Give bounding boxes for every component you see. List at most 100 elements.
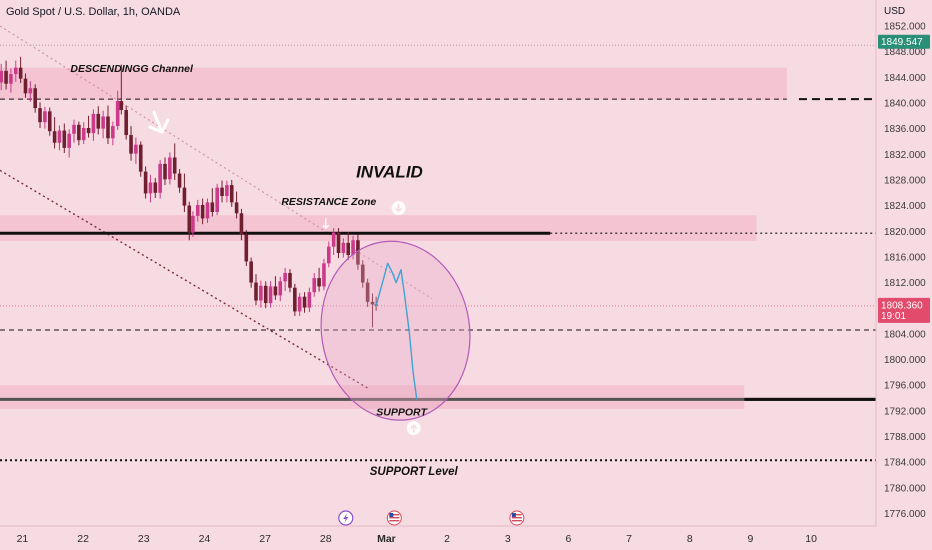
candle-body [191,215,195,233]
channel-upper [0,25,433,300]
candle-body [18,67,23,79]
channel-lower [0,169,369,390]
y-tick-label: 1836.000 [884,124,926,135]
candle-body [138,144,143,172]
candle-body [205,202,210,219]
x-tick-label: 22 [77,533,89,545]
top-price-text: 1849.547 [881,37,923,48]
us-flag-icon-stripe [389,514,400,516]
us-flag-icon-canton [389,513,394,517]
candle-body [124,110,128,136]
projection-ellipse [320,240,471,421]
channel-label: DESCENDINGG Channel [70,63,194,75]
candle-body [158,163,162,193]
candle-body [148,182,153,194]
candle-body [268,286,273,304]
candle-body [62,130,67,148]
candle-body [182,187,187,206]
candle-body [143,171,148,194]
candle-body [9,74,13,84]
candle-body [370,301,375,305]
candle-body [263,285,268,304]
candle-body [229,185,234,203]
candle-body [293,287,297,312]
y-tick-label: 1776.000 [884,509,926,520]
channel-zone [0,67,787,100]
candle-body [307,292,312,308]
candles-group [0,56,378,328]
invalid-label: INVALID [356,162,423,181]
candle-body [0,70,4,83]
x-tick-label: 6 [566,533,572,545]
candle-body [129,135,133,154]
candle-body [365,282,370,302]
y-tick-label: 1784.000 [884,458,926,469]
candle-body [172,157,177,174]
candle-body [322,263,326,287]
candle-body [249,261,253,283]
projection-path [375,262,418,400]
down-circle-arrow-glyph [395,204,403,213]
us-flag-icon-stripe [389,517,400,519]
candle-body [346,242,351,255]
y-tick-label: 1852.000 [884,22,926,33]
candle-body [91,113,96,134]
time-axis-panel [0,526,932,550]
candle-body [356,240,360,265]
us-flag-icon-canton [511,513,516,517]
candle-body [278,281,283,296]
candle-body [302,296,307,308]
candle-body [215,187,219,213]
lightning-icon-glyph [343,513,349,523]
candle-body [259,285,263,301]
candle-body [119,101,124,111]
y-tick-label: 1788.000 [884,432,926,443]
candle-body [163,163,167,180]
candle-body [336,232,341,254]
candle-body [187,205,192,233]
support-level-label: SUPPORT Level [370,466,459,478]
x-tick-label: 27 [259,533,271,545]
candle-body [81,127,86,141]
currency-label: USD [884,6,905,17]
x-tick-label: 3 [505,533,511,545]
x-tick-label: 24 [199,533,211,545]
y-tick-label: 1780.000 [884,483,926,494]
candle-body [312,278,317,293]
candle-body [234,202,239,214]
candle-body [327,246,331,264]
y-tick-label: 1832.000 [884,150,926,161]
candle-body [239,213,244,235]
y-tick-label: 1800.000 [884,355,926,366]
current-price-text: 1808.360 [881,300,923,311]
support-zone [0,385,745,409]
candle-body [96,113,101,129]
candle-body [177,173,182,188]
candle-body [283,272,287,282]
up-circle-arrow-glyph [410,424,418,433]
top-price-badge [878,34,930,49]
countdown-text: 19:01 [881,311,906,322]
y-tick-label: 1844.000 [884,73,926,84]
candle-body [111,126,115,139]
candle-body [77,124,81,141]
down-arrow-resistance [322,218,330,230]
candle-body [86,127,91,134]
x-tick-label: 9 [748,533,754,545]
x-tick-label: 23 [138,533,150,545]
candle-body [225,185,229,196]
candle-body [360,264,365,283]
support-label: SUPPORT [376,406,428,418]
price-axis-panel [876,0,932,550]
x-tick-label: 8 [687,533,693,545]
down-arrow-channel [148,110,170,134]
y-tick-label: 1792.000 [884,406,926,417]
y-tick-label: 1796.000 [884,381,926,392]
candle-body [43,111,47,123]
x-tick-label: 28 [320,533,332,545]
x-tick-label: 7 [626,533,632,545]
y-tick-label: 1828.000 [884,175,926,186]
candle-body [288,272,292,288]
